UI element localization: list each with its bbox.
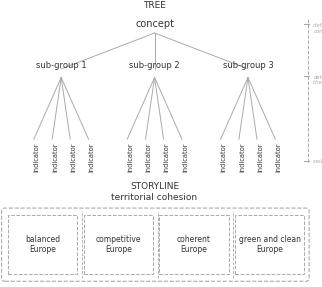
Text: STORYLINE: STORYLINE (130, 182, 179, 191)
Text: indicator: indicator (146, 142, 152, 172)
Text: indicator: indicator (182, 142, 188, 172)
Text: determining
the sub-groups: determining the sub-groups (313, 75, 322, 86)
Text: green and clean
Europe: green and clean Europe (239, 235, 301, 254)
Text: indicator: indicator (127, 142, 133, 172)
Text: indicator: indicator (221, 142, 227, 172)
Bar (235, 215, 304, 274)
Text: indicator: indicator (89, 142, 95, 172)
Bar (8, 215, 77, 274)
Text: territorial cohesion: territorial cohesion (111, 193, 198, 202)
Text: indicator: indicator (164, 142, 170, 172)
Text: indicator: indicator (52, 142, 58, 172)
Text: TREE: TREE (143, 1, 166, 10)
Text: indicator: indicator (239, 142, 245, 172)
Text: indicator: indicator (275, 142, 281, 172)
Text: coherent
Europe: coherent Europe (177, 235, 211, 254)
Text: indicator: indicator (70, 142, 76, 172)
Bar (159, 215, 229, 274)
Text: balanced
Europe: balanced Europe (25, 235, 60, 254)
Bar (84, 215, 153, 274)
Text: selecting indicators: selecting indicators (313, 159, 322, 164)
Text: sub-group 3: sub-group 3 (223, 61, 273, 70)
Text: indicator: indicator (257, 142, 263, 172)
Text: competitive
Europe: competitive Europe (96, 235, 141, 254)
Text: indicator: indicator (34, 142, 40, 172)
Text: defining the
concept: defining the concept (313, 23, 322, 34)
Text: concept: concept (135, 20, 174, 29)
Text: sub-group 2: sub-group 2 (129, 61, 180, 70)
Text: sub-group 1: sub-group 1 (36, 61, 87, 70)
